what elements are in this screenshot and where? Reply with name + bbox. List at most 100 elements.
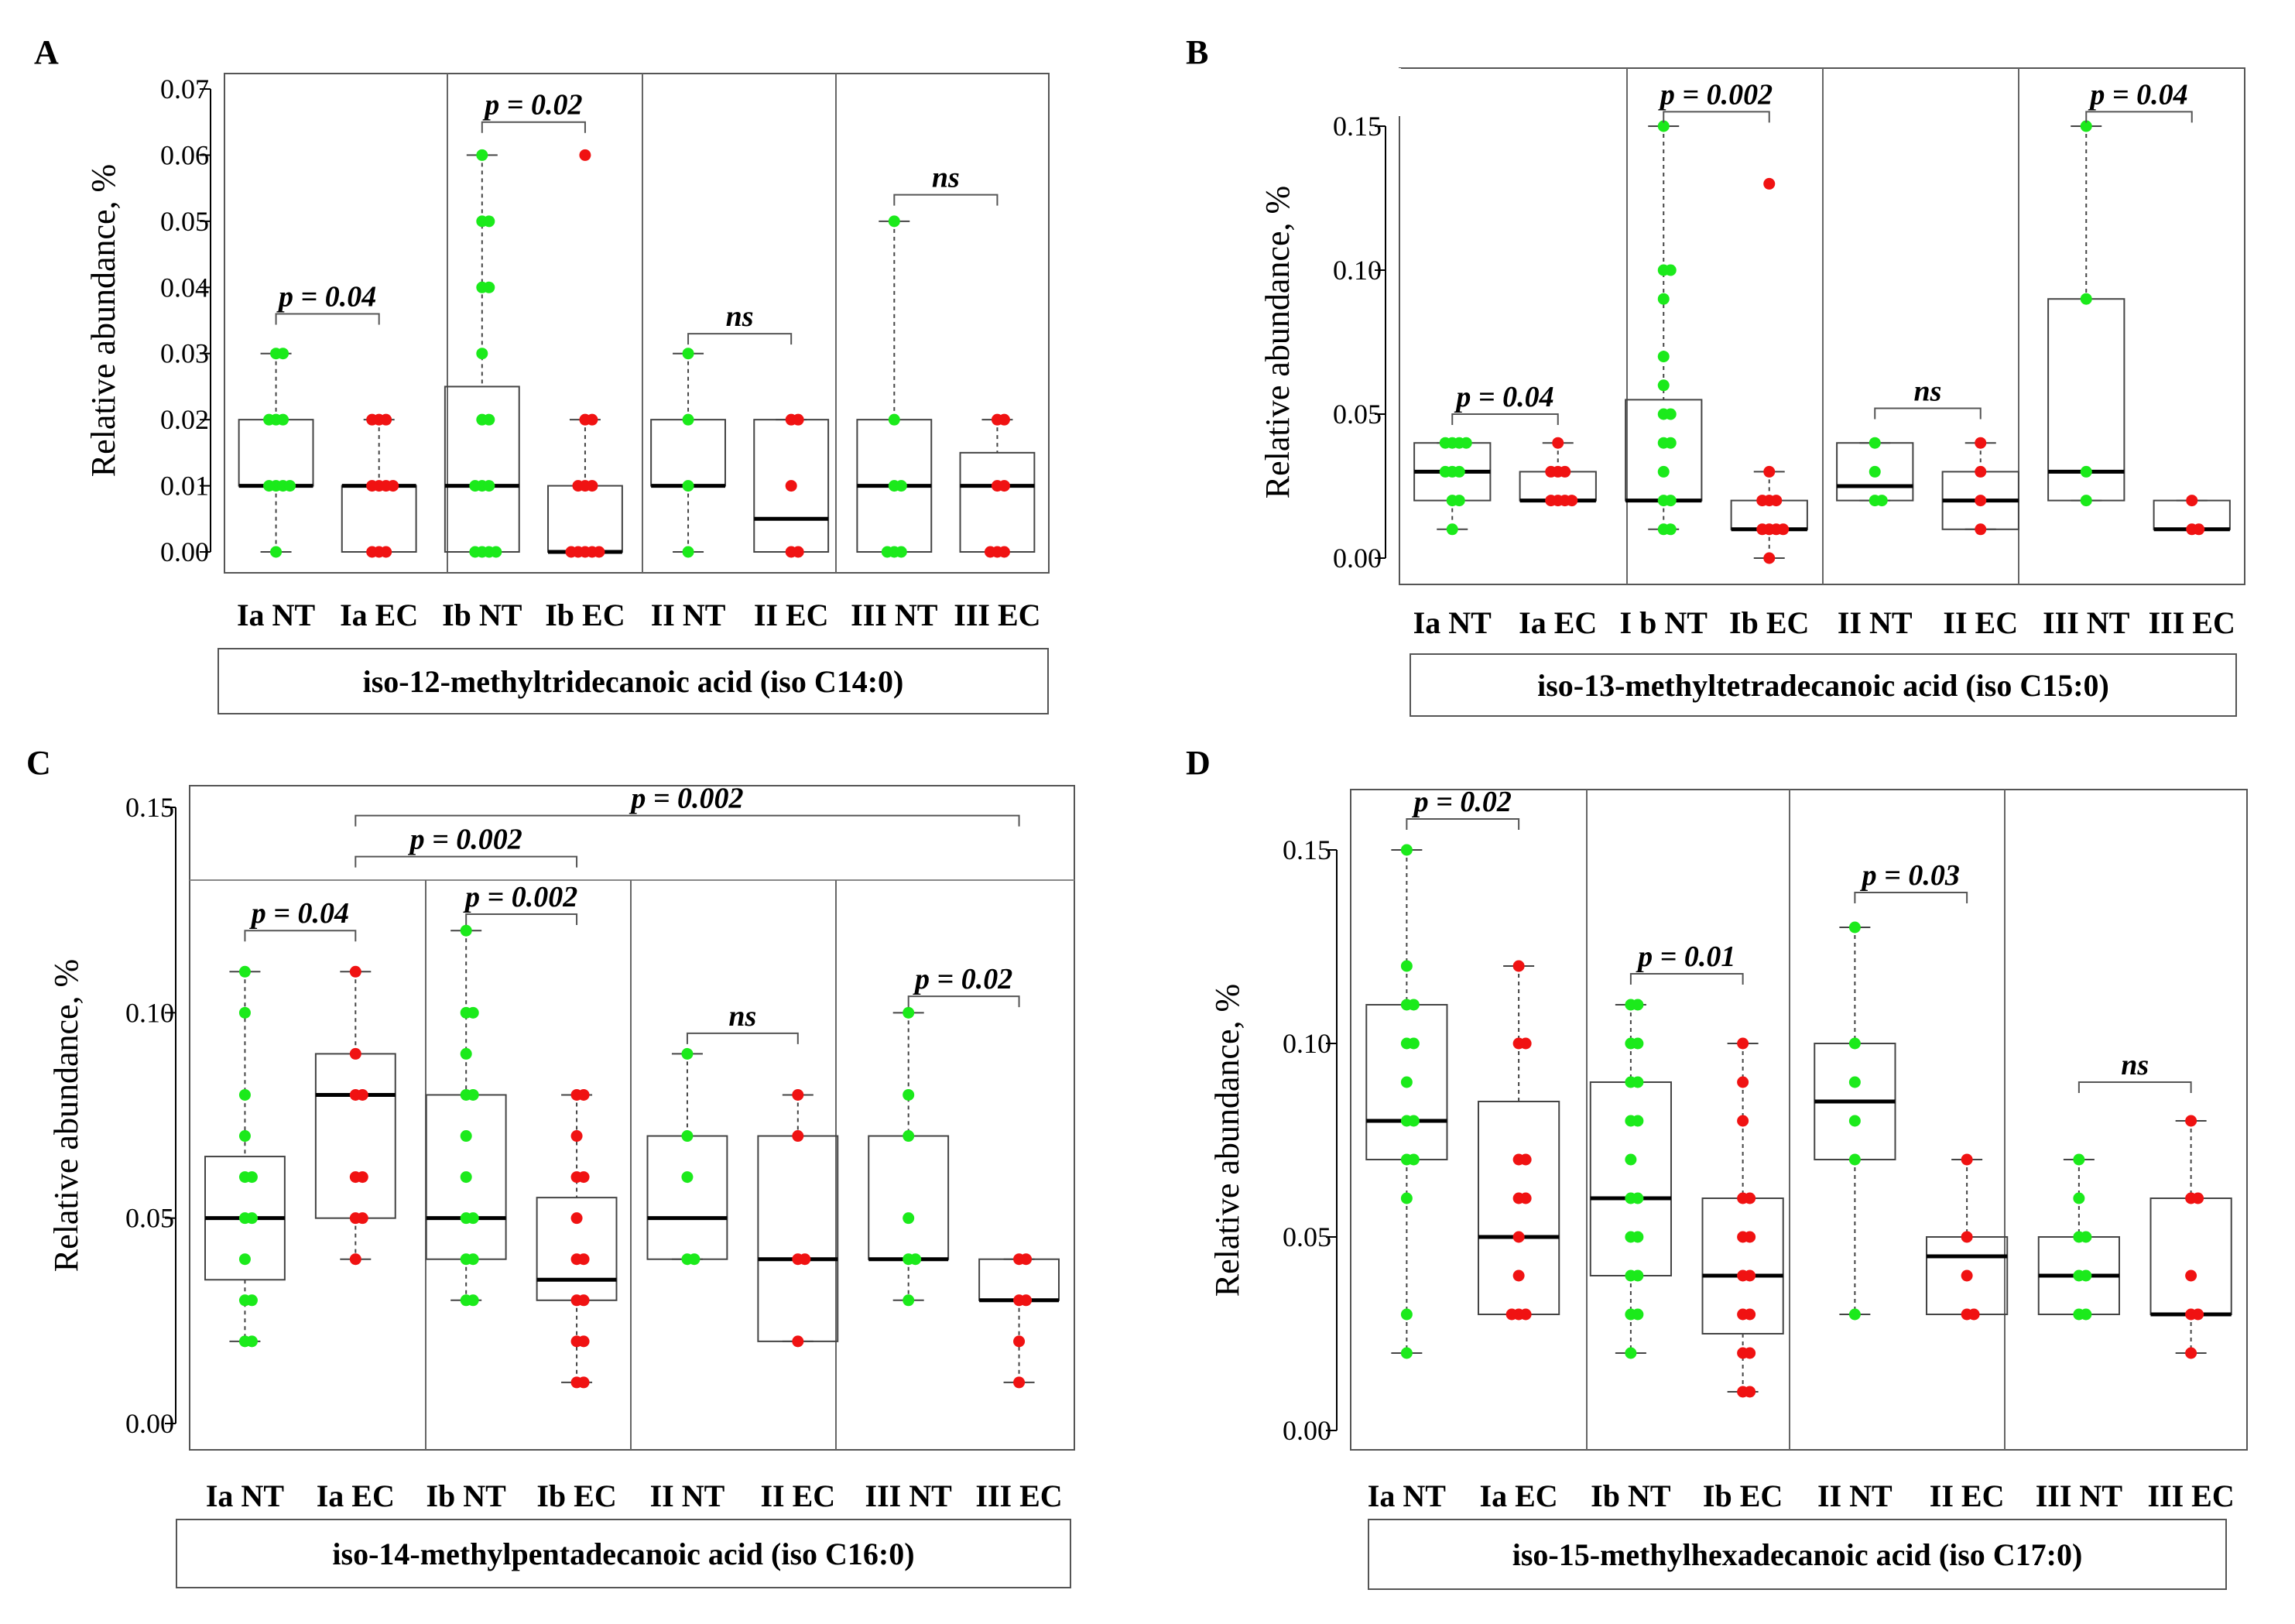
bracket-line <box>275 313 380 325</box>
data-point <box>460 1171 472 1184</box>
data-point <box>1439 465 1451 478</box>
y-axis-label: Relative abundance, % <box>1259 186 1297 499</box>
x-category-label: Ib EC <box>1703 1478 1783 1513</box>
data-point <box>349 1253 361 1266</box>
x-category-label: II NT <box>651 598 726 632</box>
data-point <box>1632 1192 1644 1204</box>
data-point <box>1632 1037 1644 1050</box>
data-point <box>1632 1231 1644 1243</box>
data-point <box>1848 1076 1861 1088</box>
data-point <box>1545 465 1557 478</box>
data-point <box>277 348 289 360</box>
data-point <box>1400 1192 1413 1204</box>
box-ib-nt <box>425 924 507 1307</box>
data-point <box>277 413 289 426</box>
data-point <box>1744 1231 1756 1243</box>
data-point <box>998 546 1010 558</box>
data-point <box>577 1253 590 1266</box>
data-point <box>1453 495 1465 507</box>
bracket-label: p = 0.002 <box>629 783 743 815</box>
bracket-line <box>465 913 578 925</box>
data-point <box>688 1253 700 1266</box>
box-ib-ec <box>547 149 623 558</box>
y-tick-label: 0.02 <box>160 404 209 435</box>
box-iqr <box>757 1135 839 1342</box>
data-point <box>263 413 276 426</box>
significance-bracket: p = 0.04 <box>2085 78 2193 123</box>
chart-title: iso-15-methylhexadecanoic acid (iso C17:… <box>1512 1537 2083 1572</box>
data-point <box>2185 1115 2197 1127</box>
data-point <box>467 1006 479 1019</box>
data-point <box>1744 1269 1756 1282</box>
bracket-label: p = 0.04 <box>276 280 376 313</box>
box-ii-ec <box>757 1088 839 1348</box>
bracket-line <box>1663 111 1770 123</box>
x-category-label: II EC <box>1930 1478 2005 1513</box>
significance-bracket: p = 0.03 <box>1854 859 1968 903</box>
data-point <box>1400 1308 1413 1321</box>
data-point <box>1632 1076 1644 1088</box>
data-point <box>2080 1231 2092 1243</box>
data-point <box>1519 1153 1532 1166</box>
x-category-label: Ib NT <box>426 1478 506 1513</box>
data-point <box>460 924 472 937</box>
box-iqr <box>959 451 1036 553</box>
data-point <box>1744 1308 1756 1321</box>
data-point <box>1632 1308 1644 1321</box>
x-category-label: Ia EC <box>1480 1478 1558 1513</box>
data-point <box>785 480 797 492</box>
data-point <box>467 1253 479 1266</box>
box-ii-nt <box>650 348 726 558</box>
data-point <box>356 1171 368 1184</box>
x-category-label: II NT <box>1817 1478 1893 1513</box>
data-point <box>1020 1253 1033 1266</box>
data-point <box>577 1294 590 1307</box>
bracket-label: p = 0.04 <box>2088 78 2187 111</box>
data-point <box>1020 1294 1033 1307</box>
box-ii-nt <box>1814 921 1896 1321</box>
data-point <box>1975 523 1987 536</box>
data-point <box>1519 1308 1532 1321</box>
data-point <box>681 1171 694 1184</box>
bracket-line <box>355 814 1020 827</box>
data-point <box>1512 1231 1525 1243</box>
data-point <box>577 1376 590 1389</box>
x-category-label: Ib NT <box>442 598 522 632</box>
x-category-label: Ia EC <box>340 598 418 632</box>
bracket-label: p = 0.04 <box>249 897 349 930</box>
box-ia-nt <box>1365 844 1448 1359</box>
data-point <box>1756 495 1769 507</box>
x-category-label: III NT <box>865 1478 953 1513</box>
box-ia-ec <box>1519 437 1597 507</box>
data-point <box>1848 1037 1861 1050</box>
box-iii-ec <box>2149 1115 2232 1359</box>
data-point <box>2192 1308 2204 1321</box>
data-point <box>570 1212 583 1225</box>
significance-bracket: p = 0.002 <box>355 783 1020 827</box>
bracket-line <box>2077 1081 2192 1093</box>
bracket-label: ns <box>726 300 754 333</box>
data-point <box>1657 379 1670 392</box>
data-point <box>467 1088 479 1101</box>
x-category-label: II EC <box>760 1478 835 1513</box>
data-point <box>593 546 605 558</box>
box-ia-nt <box>204 965 286 1348</box>
box-iqr <box>646 1135 728 1260</box>
panel-c-letter: C <box>26 744 51 782</box>
data-point <box>586 413 598 426</box>
x-category-label: III EC <box>954 598 1040 632</box>
box-iqr <box>341 485 417 553</box>
data-point <box>881 546 893 558</box>
data-point <box>577 1335 590 1348</box>
data-point <box>1664 264 1677 276</box>
data-point <box>570 1130 583 1143</box>
data-point <box>792 546 804 558</box>
x-category-label: Ib EC <box>536 1478 616 1513</box>
data-point <box>1763 465 1776 478</box>
y-tick-label: 0.03 <box>160 338 209 369</box>
significance-bracket: p = 0.002 <box>1658 78 1773 123</box>
data-point <box>1407 1153 1420 1166</box>
data-point <box>2080 1308 2092 1321</box>
y-tick-label: 0.06 <box>160 139 209 170</box>
